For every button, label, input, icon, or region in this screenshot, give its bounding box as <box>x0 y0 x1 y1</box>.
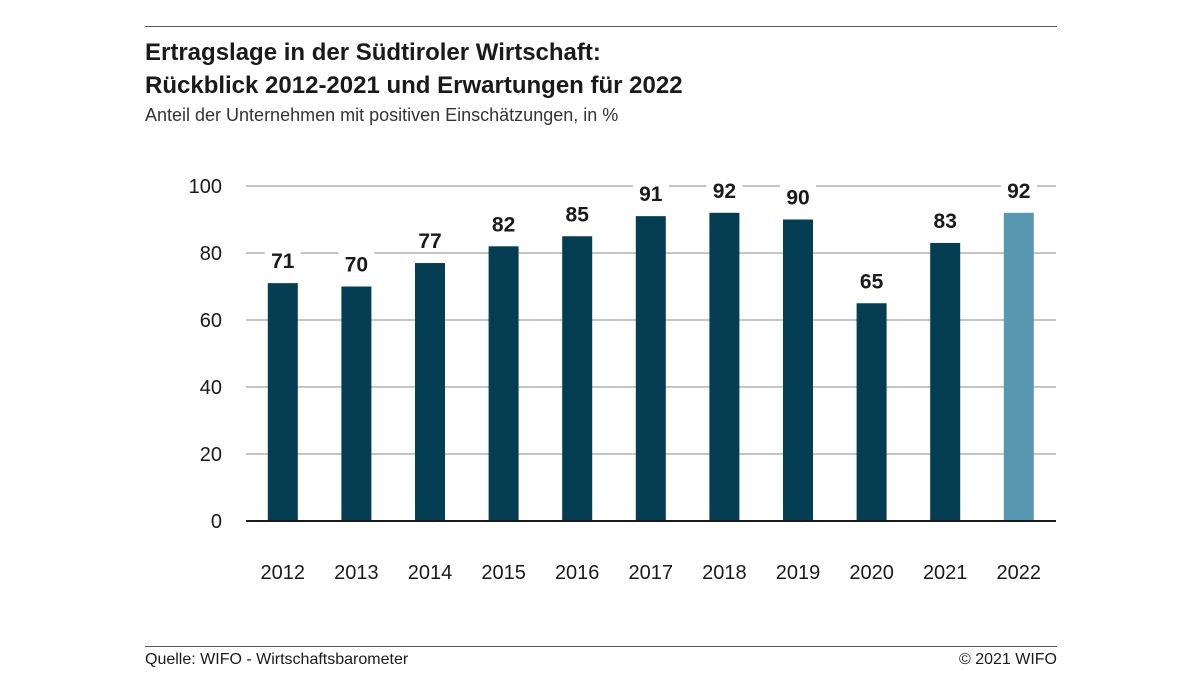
bar-2015 <box>488 246 519 522</box>
copyright-note: © 2021 WIFO <box>958 651 1057 668</box>
data-label-background <box>853 266 890 293</box>
data-label-background <box>706 175 743 202</box>
chart-subtitle: Anteil der Unternehmen mit positiven Ein… <box>145 105 619 125</box>
data-label-2014: 77 <box>418 230 441 253</box>
data-label-background <box>338 249 375 276</box>
data-label-2019: 90 <box>786 187 809 210</box>
x-tick-label-2012: 2012 <box>261 562 306 584</box>
chart-title: Ertragslage in der Südtiroler Wirtschaft… <box>145 36 1045 102</box>
data-label-2022: 92 <box>1007 180 1030 203</box>
data-label-2016: 85 <box>566 203 590 226</box>
data-label-2021: 83 <box>934 210 957 233</box>
x-tick-label-2018: 2018 <box>702 562 747 584</box>
x-tick-label-2019: 2019 <box>776 562 821 584</box>
bar-2012 <box>267 283 298 521</box>
data-label-background <box>264 246 301 273</box>
bar-2017 <box>635 216 666 521</box>
data-label-2012: 71 <box>271 250 295 273</box>
data-label-background <box>632 179 669 206</box>
data-label-2020: 65 <box>860 270 884 293</box>
y-tick-label: 0 <box>211 511 222 533</box>
x-axis-ticks: 2012 2013 2014 2015 2016 2017 2018 2019 2020 2021… <box>261 562 1041 584</box>
bar-2018 <box>709 212 740 522</box>
top-rule <box>145 26 1057 27</box>
y-tick-label: 100 <box>189 176 222 198</box>
data-label-2017: 91 <box>639 183 663 206</box>
y-tick-label: 40 <box>200 377 222 399</box>
data-label-2013: 70 <box>345 254 368 277</box>
y-tick-label: 80 <box>200 243 222 265</box>
bottom-rule <box>145 646 1057 647</box>
data-label-2018: 92 <box>713 180 736 203</box>
bars <box>246 212 1056 522</box>
y-tick-label: 60 <box>200 310 222 332</box>
data-label-background <box>559 199 596 226</box>
data-label-background <box>927 205 964 232</box>
x-tick-label-2013: 2013 <box>334 562 379 584</box>
data-label-2015: 82 <box>492 213 515 236</box>
bar-2019 <box>783 219 813 521</box>
data-label-background <box>485 209 522 236</box>
x-tick-label-2016: 2016 <box>555 562 600 584</box>
x-tick-label-2021: 2021 <box>923 562 968 584</box>
x-tick-label-2015: 2015 <box>481 562 526 584</box>
data-labels: 71 70 77 82 85 91 92 90 65 83 92 <box>264 175 1037 293</box>
chart-title-line-2: Rückblick 2012-2021 und Erwartungen für … <box>145 72 683 99</box>
y-tick-label: 20 <box>200 444 222 466</box>
data-label-background <box>780 182 816 209</box>
bar-2021 <box>930 242 961 521</box>
x-tick-label-2022: 2022 <box>997 562 1042 584</box>
y-axis-ticks: 0 20 40 60 80 100 <box>189 176 222 533</box>
x-tick-label-2017: 2017 <box>629 562 674 584</box>
data-label-background <box>412 226 448 253</box>
bar-2022 <box>1003 212 1034 522</box>
bar-2016 <box>562 236 593 521</box>
bar-2013 <box>341 286 372 521</box>
data-label-background <box>1000 175 1037 202</box>
source-note: Quelle: WIFO - Wirtschaftsbarometer <box>145 651 409 668</box>
x-tick-label-2020: 2020 <box>849 562 894 584</box>
x-tick-label-2014: 2014 <box>408 562 453 584</box>
bar-2020 <box>856 303 887 521</box>
bar-2014 <box>415 263 445 521</box>
chart-title-line-1: Ertragslage in der Südtiroler Wirtschaft… <box>145 39 601 66</box>
